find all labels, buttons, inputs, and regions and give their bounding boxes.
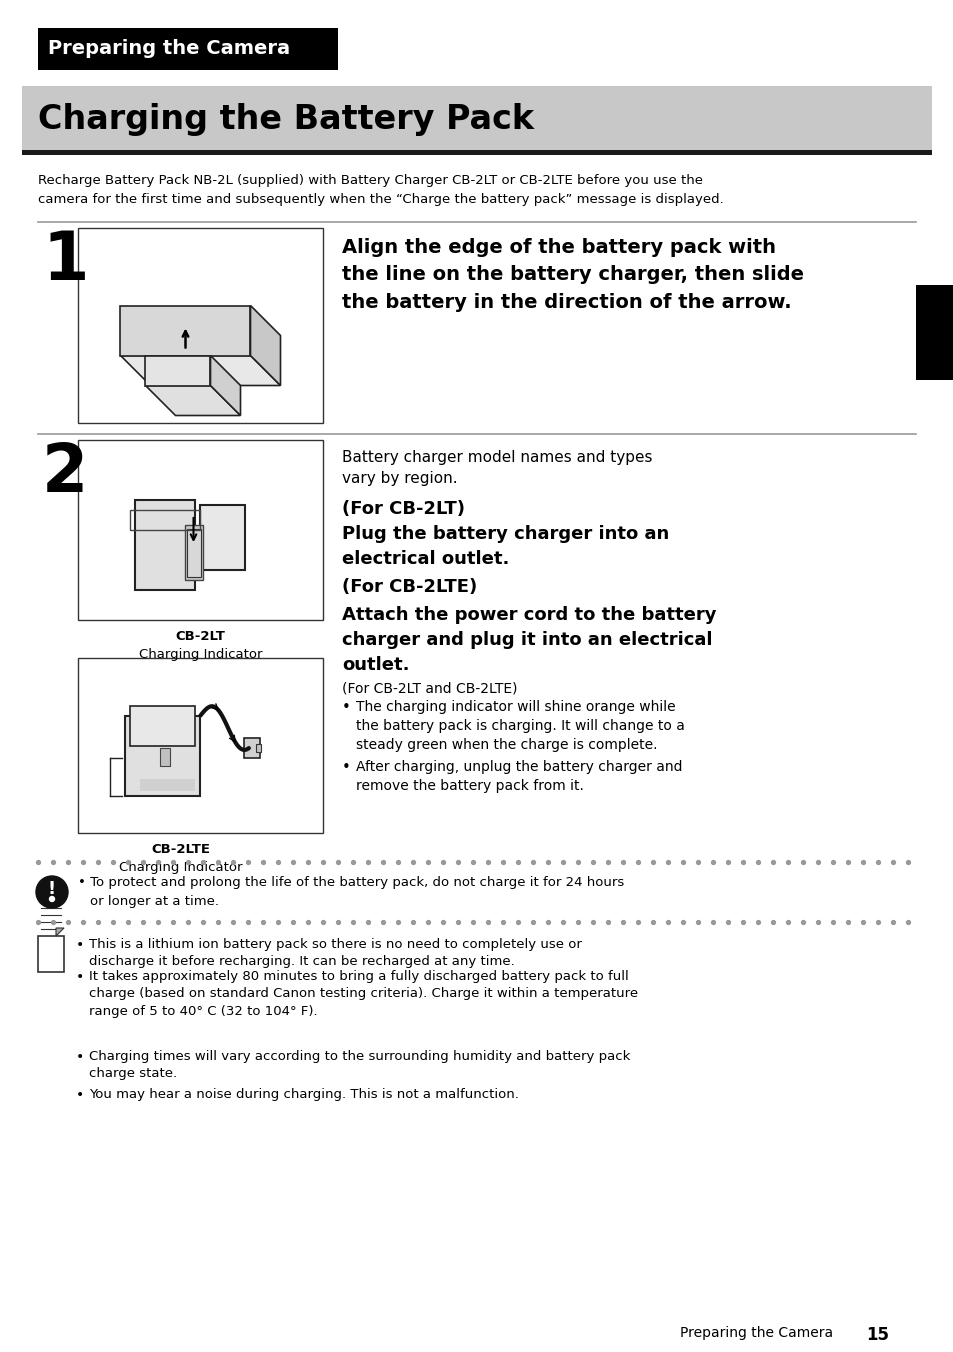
Bar bbox=[38, 936, 64, 972]
Text: Charging times will vary according to the surrounding humidity and battery pack
: Charging times will vary according to th… bbox=[89, 1051, 630, 1080]
Bar bbox=[22, 87, 931, 150]
Text: 15: 15 bbox=[865, 1326, 888, 1344]
Bar bbox=[915, 285, 953, 380]
Polygon shape bbox=[56, 927, 64, 936]
Bar bbox=[188, 529, 201, 577]
Text: CB-2LTE: CB-2LTE bbox=[151, 844, 210, 856]
Text: •: • bbox=[76, 1088, 84, 1102]
Bar bbox=[244, 738, 259, 758]
Bar bbox=[126, 715, 200, 795]
Text: 2: 2 bbox=[42, 439, 89, 506]
Text: 1: 1 bbox=[42, 228, 89, 293]
Bar bbox=[78, 228, 323, 423]
Text: (For CB-2LT and CB-2LTE): (For CB-2LT and CB-2LTE) bbox=[341, 681, 517, 696]
Text: Charging Indicator: Charging Indicator bbox=[118, 861, 242, 873]
Text: Charging Indicator: Charging Indicator bbox=[138, 648, 262, 661]
Circle shape bbox=[36, 876, 68, 909]
Text: Charging the Battery Pack: Charging the Battery Pack bbox=[38, 104, 534, 137]
Text: Preparing the Camera: Preparing the Camera bbox=[679, 1326, 832, 1340]
Polygon shape bbox=[146, 356, 211, 385]
Text: (For CB-2LT): (For CB-2LT) bbox=[341, 500, 464, 518]
Polygon shape bbox=[120, 306, 251, 356]
Text: Preparing the Camera: Preparing the Camera bbox=[48, 39, 290, 58]
Text: This is a lithium ion battery pack so there is no need to completely use or
disc: This is a lithium ion battery pack so th… bbox=[89, 938, 581, 968]
Text: camera for the first time and subsequently when the “Charge the battery pack” me: camera for the first time and subsequent… bbox=[38, 193, 723, 206]
Text: Attach the power cord to the battery
charger and plug it into an electrical
outl: Attach the power cord to the battery cha… bbox=[341, 606, 716, 675]
Bar bbox=[140, 779, 195, 791]
Text: Plug the battery charger into an
electrical outlet.: Plug the battery charger into an electri… bbox=[341, 525, 669, 568]
Text: •: • bbox=[76, 969, 84, 984]
Text: !: ! bbox=[48, 880, 56, 898]
Text: It takes approximately 80 minutes to bring a fully discharged battery pack to fu: It takes approximately 80 minutes to bri… bbox=[89, 969, 638, 1018]
Polygon shape bbox=[211, 356, 240, 415]
Text: After charging, unplug the battery charger and
remove the battery pack from it.: After charging, unplug the battery charg… bbox=[355, 760, 681, 794]
Text: •: • bbox=[341, 700, 351, 715]
Bar bbox=[22, 150, 931, 155]
Text: Battery charger model names and types
vary by region.: Battery charger model names and types va… bbox=[341, 450, 652, 485]
Bar bbox=[135, 500, 195, 589]
Bar bbox=[200, 506, 245, 571]
Text: • To protect and prolong the life of the battery pack, do not charge it for 24 h: • To protect and prolong the life of the… bbox=[78, 876, 623, 890]
Polygon shape bbox=[251, 306, 280, 385]
Text: (For CB-2LTE): (For CB-2LTE) bbox=[341, 579, 476, 596]
Bar bbox=[131, 706, 195, 745]
Text: CB-2LT: CB-2LT bbox=[175, 630, 225, 644]
Text: The charging indicator will shine orange while
the battery pack is charging. It : The charging indicator will shine orange… bbox=[355, 700, 684, 752]
Text: •: • bbox=[76, 938, 84, 952]
Bar bbox=[38, 28, 337, 70]
Text: •: • bbox=[76, 1051, 84, 1064]
Text: or longer at a time.: or longer at a time. bbox=[90, 895, 219, 909]
Polygon shape bbox=[146, 385, 240, 415]
Polygon shape bbox=[120, 356, 280, 385]
Bar bbox=[78, 658, 323, 833]
Bar bbox=[131, 510, 200, 530]
Text: You may hear a noise during charging. This is not a malfunction.: You may hear a noise during charging. Th… bbox=[89, 1088, 518, 1101]
Bar bbox=[255, 744, 260, 752]
Text: Recharge Battery Pack NB-2L (supplied) with Battery Charger CB-2LT or CB-2LTE be: Recharge Battery Pack NB-2L (supplied) w… bbox=[38, 174, 702, 187]
Text: Align the edge of the battery pack with
the line on the battery charger, then sl: Align the edge of the battery pack with … bbox=[341, 238, 803, 311]
Circle shape bbox=[50, 896, 54, 902]
Bar bbox=[185, 525, 203, 580]
Bar bbox=[78, 439, 323, 621]
Text: •: • bbox=[341, 760, 351, 775]
Bar bbox=[160, 748, 171, 765]
